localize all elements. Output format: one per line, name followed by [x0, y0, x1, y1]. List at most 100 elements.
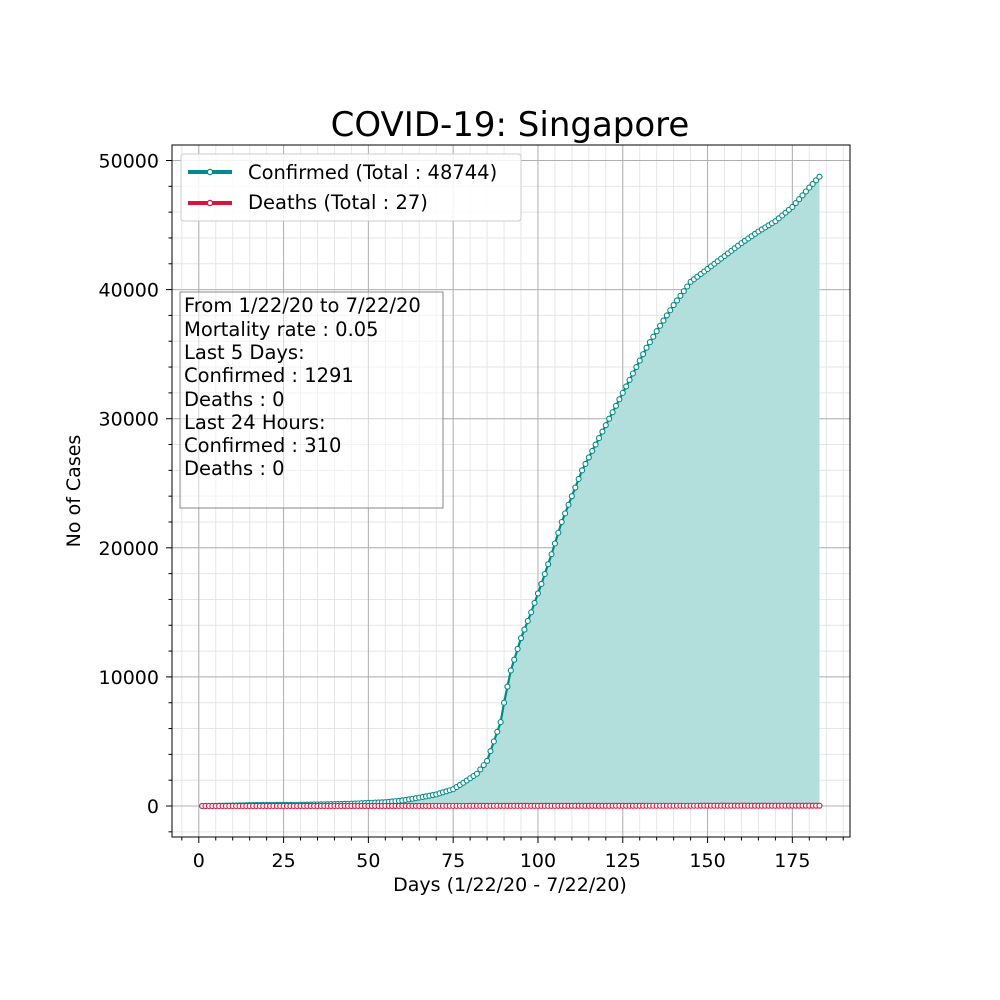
info-last-5-days-confirmed: Confirmed : 1291 [184, 364, 354, 387]
x-axis-label: Days (1/22/20 - 7/22/20) [393, 874, 627, 896]
confirmed-point [616, 396, 623, 403]
x-tick-label: 150 [689, 850, 725, 872]
confirmed-point [653, 328, 660, 335]
confirmed-point [511, 656, 518, 663]
x-tick-label: 125 [605, 850, 641, 872]
confirmed-point [673, 297, 681, 304]
y-axis: 0 10000 20000 30000 40000 50000 [99, 150, 172, 833]
x-tick-label: 175 [774, 850, 810, 872]
confirmed-point [484, 757, 491, 764]
confirmed-point [500, 699, 508, 706]
confirmed-point [521, 626, 528, 633]
x-tick-label: 25 [271, 850, 295, 872]
y-tick-label: 40000 [99, 280, 159, 302]
legend: Confirmed (Total : 48744) Deaths (Total … [180, 153, 522, 222]
confirmed-point [670, 302, 677, 309]
y-tick-label: 10000 [99, 667, 159, 689]
confirmed-point [595, 435, 603, 442]
confirmed-point [545, 561, 552, 568]
confirmed-point [497, 719, 504, 726]
x-tick-label: 75 [441, 850, 465, 872]
confirmed-point [663, 312, 670, 319]
y-tick-label: 50000 [99, 150, 159, 172]
confirmed-point [487, 748, 494, 755]
confirmed-point [636, 357, 643, 364]
confirmed-point [667, 307, 674, 314]
confirmed-point [507, 667, 514, 674]
info-last-5-days-heading: Last 5 Days: [184, 341, 305, 364]
confirmed-point [568, 493, 575, 500]
plot-frame [171, 144, 851, 838]
x-tick-label: 50 [356, 850, 380, 872]
info-last-24h-heading: Last 24 Hours: [184, 411, 326, 434]
y-tick-label: 30000 [99, 409, 159, 431]
chart-title: COVID-19: Singapore [331, 105, 690, 145]
confirmed-point [555, 529, 562, 536]
confirmed-area [202, 176, 820, 807]
legend-deaths-label: Deaths (Total : 27) [248, 191, 428, 214]
confirmed-point [657, 322, 664, 329]
confirmed-point [623, 383, 630, 390]
confirmed-point [572, 484, 579, 491]
confirmed-point [680, 288, 687, 295]
info-box-frame [179, 291, 444, 509]
y-tick-label: 20000 [99, 538, 159, 560]
info-last-24h-confirmed: Confirmed : 310 [184, 434, 341, 457]
deaths-point [816, 802, 823, 809]
confirmed-point [646, 339, 653, 346]
confirmed-point [633, 364, 640, 371]
series-markers [199, 173, 823, 810]
x-tick-label: 0 [193, 850, 205, 872]
confirmed-point [531, 599, 538, 606]
confirmed-point [626, 376, 633, 384]
confirmed-point [816, 173, 823, 180]
confirmed-point [548, 551, 555, 558]
confirmed-point [490, 738, 497, 745]
confirmed-point [477, 766, 484, 773]
legend-confirmed-marker [206, 168, 214, 176]
confirmed-point [809, 180, 816, 188]
confirmed-point [799, 192, 806, 199]
confirmed-point [473, 770, 480, 777]
y-axis-label: No of Cases [63, 435, 85, 548]
confirmed-point [541, 571, 548, 578]
legend-confirmed-label: Confirmed (Total : 48744) [248, 161, 497, 184]
confirmed-point [514, 645, 521, 652]
confirmed-point [677, 292, 684, 299]
confirmed-point [551, 540, 558, 547]
confirmed-fill-area [202, 176, 820, 807]
confirmed-point [589, 447, 596, 455]
confirmed-point [504, 683, 511, 690]
confirmed-point [528, 609, 535, 616]
x-tick-label: 100 [520, 850, 556, 872]
confirmed-point [629, 370, 636, 377]
confirmed-point [643, 344, 650, 351]
confirmed-point [802, 188, 809, 195]
confirmed-point [806, 184, 813, 191]
confirmed-point [579, 467, 586, 474]
confirmed-point [534, 590, 542, 597]
confirmed-point [582, 460, 589, 467]
confirmed-point [558, 518, 565, 526]
confirmed-point [599, 428, 606, 435]
y-tick-label: 0 [147, 796, 159, 818]
confirmed-point [612, 402, 620, 409]
confirmed-point [813, 177, 820, 184]
confirmed-point [565, 501, 572, 508]
confirmed-point [640, 351, 647, 358]
confirmed-point [602, 422, 609, 429]
confirmed-point [524, 617, 531, 625]
confirmed-point [619, 389, 626, 396]
confirmed-point [562, 510, 569, 517]
confirmed-point [684, 283, 691, 290]
legend-deaths-marker [206, 199, 214, 207]
info-box: From 1/22/20 to 7/22/20 Mortality rate :… [179, 291, 444, 509]
confirmed-point [517, 635, 525, 642]
confirmed-point [792, 200, 799, 207]
confirmed-point [796, 196, 803, 203]
info-date-range: From 1/22/20 to 7/22/20 [184, 294, 421, 317]
confirmed-point [538, 580, 545, 588]
confirmed-point [650, 333, 657, 340]
info-last-5-days-deaths: Deaths : 0 [184, 388, 285, 411]
confirmed-point [575, 475, 582, 483]
